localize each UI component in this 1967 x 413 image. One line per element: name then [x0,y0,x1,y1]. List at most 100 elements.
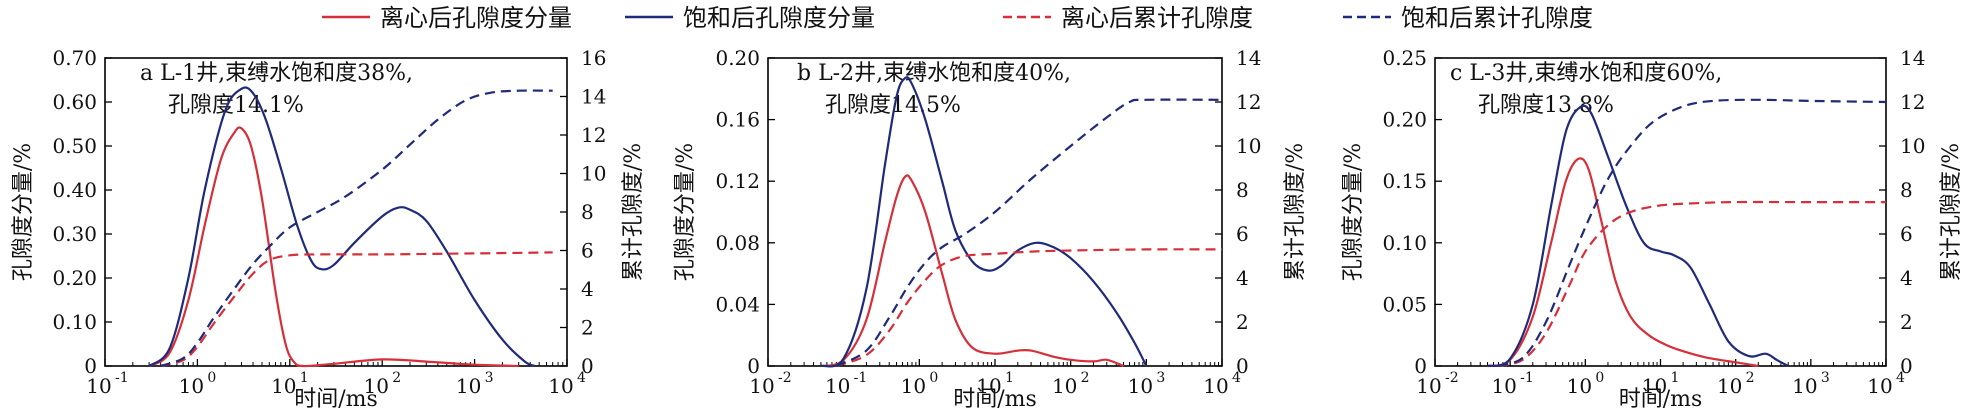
series-line-0 [1487,157,1759,368]
legend-item-2: 离心后累计孔隙度 [1003,4,1253,32]
x-tick-label: 10 [1717,374,1742,398]
panel-annotation-line1: b L-2井,束缚水饱和度40%, [797,61,1071,86]
x-tick-label: 10 [825,374,850,398]
legend-label-0: 离心后孔隙度分量 [380,4,572,32]
x-tick-label-exponent: 1 [1671,370,1680,386]
x-tick-label-exponent: 2 [1081,370,1090,386]
x-tick-label-exponent: 4 [1896,370,1905,386]
y-left-tick-label: 0.20 [52,266,97,290]
x-tick-label-exponent: -1 [115,370,129,386]
legend-label-1: 饱和后孔隙度分量 [683,4,875,32]
y-left-tick-label: 0.30 [52,222,97,246]
panel-b: b L-2井,束缚水饱和度40%, 孔隙度14.5% 时间/ms 孔隙度分量/%… [673,46,1308,412]
y-right-tick-label: 8 [1236,178,1249,202]
x-tick-label-exponent: -2 [1445,370,1459,386]
x-tick-label: 10 [1642,374,1667,398]
y-right-tick-label: 8 [581,200,594,224]
y-right-tick-label: 6 [581,239,594,263]
y-axis-right-title: 累计孔隙度/% [1283,143,1308,281]
y-axis-left-title: 孔隙度分量/% [1341,143,1366,281]
y-left-tick-label: 0 [747,354,760,378]
y-right-tick-label: 14 [581,85,606,109]
legend-label-2: 离心后累计孔隙度 [1061,4,1253,32]
y-left-tick-label: 0.25 [1382,46,1427,70]
y-left-tick-label: 0.16 [715,108,760,132]
y-axis-right-title: 累计孔隙度/% [1939,143,1964,281]
x-tick-label-exponent: -1 [854,370,868,386]
series-line-3 [835,98,1223,367]
x-axis-title: 时间/ms [294,387,378,412]
x-tick-label: 10 [86,374,111,398]
x-tick-label-exponent: 1 [1005,370,1014,386]
y-left-tick-label: 0.70 [52,46,97,70]
x-tick-label: 10 [1567,374,1592,398]
x-tick-label: 10 [548,374,573,398]
panel-a: a L-1井,束缚水饱和度38%, 孔隙度14.1% 时间/ms 孔隙度分量/%… [11,46,646,412]
series-line-1 [1487,104,1789,368]
y-left-tick-label: 0.10 [52,310,97,334]
y-right-tick-label: 10 [1236,134,1261,158]
x-axis-title: 时间/ms [953,387,1037,412]
y-right-tick-label: 2 [1900,310,1913,334]
x-tick-label: 10 [749,374,774,398]
x-tick-label: 10 [456,374,481,398]
x-tick-label: 10 [1052,374,1077,398]
x-tick-label: 10 [1128,374,1153,398]
y-left-tick-label: 0.60 [52,90,97,114]
series-line-3 [1498,98,1887,368]
y-right-tick-label: 0 [581,354,594,378]
y-right-tick-label: 10 [1900,134,1925,158]
series-line-1 [148,86,536,368]
series-line-2 [160,251,553,368]
y-right-tick-label: 16 [581,46,606,70]
y-left-tick-label: 0.15 [1382,169,1427,193]
y-axis-left-title: 孔隙度分量/% [11,143,36,281]
series-line-2 [1498,200,1886,368]
panel-annotation-line2: 孔隙度14.1% [168,93,304,118]
legend-item-3: 饱和后累计孔隙度 [1343,4,1593,32]
x-tick-label-exponent: -1 [1520,370,1534,386]
panel-c: c L-3井,束缚水饱和度60%, 孔隙度13.8% 时间/ms 孔隙度分量/%… [1341,46,1964,412]
y-right-tick-label: 12 [581,123,606,147]
y-left-tick-label: 0.12 [715,169,760,193]
x-tick-label: 10 [179,374,204,398]
x-tick-label: 10 [1792,374,1817,398]
y-left-tick-label: 0.20 [715,46,760,70]
y-right-tick-label: 12 [1900,90,1925,114]
x-tick-label: 10 [1416,374,1441,398]
y-right-tick-label: 4 [1900,266,1913,290]
panel-annotation-line1: c L-3井,束缚水饱和度60%, [1450,61,1722,86]
y-right-tick-label: 0 [1900,354,1913,378]
y-axis-left-title: 孔隙度分量/% [673,143,698,281]
x-tick-label: 10 [1203,374,1228,398]
y-left-tick-label: 0.20 [1382,108,1427,132]
series-line-2 [835,248,1223,368]
y-left-tick-label: 0 [1414,354,1427,378]
y-right-tick-label: 0 [1236,354,1249,378]
x-tick-label-exponent: 3 [1821,370,1830,386]
y-left-tick-label: 0.05 [1382,292,1427,316]
legend: 离心后孔隙度分量 饱和后孔隙度分量 离心后累计孔隙度 饱和后累计孔隙度 [322,4,1593,32]
y-right-tick-label: 2 [581,316,594,340]
y-right-tick-label: 2 [1236,310,1249,334]
x-tick-label-exponent: 3 [1156,370,1165,386]
x-tick-label-exponent: -2 [778,370,792,386]
y-left-tick-label: 0 [84,354,97,378]
x-tick-label-exponent: 0 [929,370,938,386]
panel-annotation-line2: 孔隙度13.8% [1478,93,1614,118]
y-left-tick-label: 0.40 [52,178,97,202]
y-right-tick-label: 6 [1900,222,1913,246]
x-tick-label-exponent: 1 [300,370,309,386]
y-axis-right-title: 累计孔隙度/% [621,143,646,281]
y-right-tick-label: 4 [581,277,594,301]
x-tick-label-exponent: 0 [1595,370,1604,386]
y-left-tick-label: 0.08 [715,231,760,255]
y-right-tick-label: 6 [1236,222,1249,246]
x-tick-label: 10 [363,374,388,398]
x-tick-label-exponent: 0 [207,370,216,386]
y-right-tick-label: 10 [581,162,606,186]
series-line-3 [160,89,553,368]
x-tick-label: 10 [976,374,1001,398]
x-tick-label-exponent: 2 [1746,370,1755,386]
